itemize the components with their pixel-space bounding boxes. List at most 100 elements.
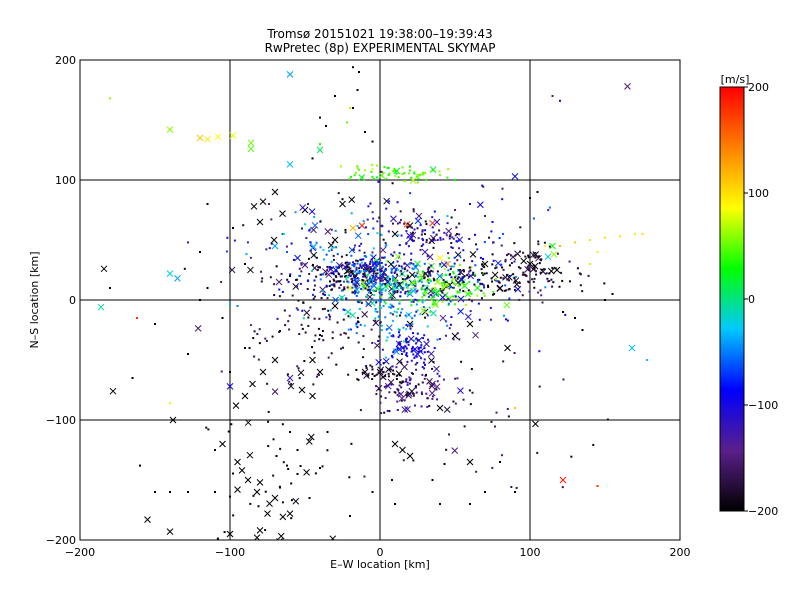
data-point	[301, 327, 304, 330]
data-point	[538, 262, 541, 265]
data-point-x	[401, 406, 409, 414]
data-point	[311, 270, 314, 273]
data-point	[311, 346, 314, 349]
data-point	[435, 233, 438, 236]
data-point-x	[436, 254, 444, 262]
data-point	[286, 251, 288, 253]
data-point-x	[253, 488, 261, 496]
data-point	[508, 274, 511, 277]
data-point-x	[511, 173, 519, 180]
data-point	[395, 378, 398, 381]
data-point	[394, 175, 397, 178]
data-point	[385, 243, 388, 246]
data-point	[500, 263, 503, 266]
data-point-x	[431, 299, 438, 306]
data-point	[548, 245, 551, 248]
data-point	[442, 279, 445, 282]
data-point	[498, 281, 501, 284]
data-point	[454, 234, 457, 237]
data-point	[355, 274, 358, 277]
data-point	[409, 263, 412, 266]
data-point	[396, 260, 399, 263]
data-point-x	[375, 274, 382, 282]
data-point	[422, 284, 425, 287]
data-point	[356, 259, 359, 262]
data-point	[335, 265, 338, 268]
data-point-x	[277, 532, 285, 540]
data-point	[376, 164, 378, 167]
data-point	[388, 391, 391, 394]
x-axis-label: E–W location [km]	[330, 558, 430, 571]
data-point	[371, 168, 374, 171]
data-point	[367, 205, 370, 208]
data-point	[407, 275, 410, 278]
data-point	[478, 278, 481, 281]
data-point-x	[466, 458, 474, 466]
data-point	[298, 274, 301, 277]
data-point	[362, 220, 365, 223]
y-tick-label: −200	[46, 534, 76, 547]
data-point	[486, 284, 489, 287]
data-point	[407, 343, 410, 346]
data-point	[319, 220, 322, 223]
data-point-x	[407, 335, 415, 343]
data-point	[384, 263, 387, 266]
data-point	[330, 288, 333, 291]
data-point	[381, 171, 384, 174]
data-point	[413, 172, 416, 175]
data-point	[294, 278, 297, 281]
data-point	[350, 254, 353, 257]
data-point	[495, 279, 498, 282]
data-point	[492, 259, 495, 262]
x-tick-label: −200	[65, 546, 95, 559]
data-point	[355, 266, 358, 269]
data-point	[394, 169, 396, 172]
chart-subtitle: RwPretec (8p) EXPERIMENTAL SKYMAP	[265, 41, 496, 55]
data-point	[498, 237, 501, 240]
data-point	[421, 171, 424, 174]
data-point	[433, 286, 436, 289]
data-point	[368, 270, 371, 273]
data-point	[456, 233, 459, 236]
data-point	[439, 264, 442, 267]
data-point-x	[372, 319, 380, 327]
data-point	[396, 201, 399, 204]
data-point	[431, 239, 434, 242]
data-point	[371, 297, 374, 300]
data-point	[311, 157, 314, 160]
data-point	[415, 290, 418, 293]
data-point	[364, 287, 367, 290]
data-point	[183, 267, 186, 270]
data-point-x	[234, 458, 241, 466]
data-point	[296, 278, 299, 281]
data-point	[459, 268, 462, 271]
data-point	[391, 372, 394, 375]
data-point	[475, 243, 478, 246]
data-point	[407, 293, 410, 296]
data-point	[420, 344, 423, 347]
data-point	[299, 565, 301, 567]
data-point	[376, 232, 379, 235]
data-point	[313, 317, 316, 320]
data-point	[559, 99, 561, 102]
x-tick-label: 100	[520, 546, 541, 559]
colorbar-tick-label: −100	[748, 399, 778, 412]
data-point-x	[371, 260, 379, 268]
data-point	[228, 302, 231, 305]
data-point-x	[310, 226, 317, 234]
data-point	[371, 378, 374, 381]
data-point	[446, 215, 449, 217]
data-point	[278, 486, 281, 489]
data-point	[456, 332, 459, 335]
data-point	[410, 226, 413, 229]
data-point	[453, 256, 456, 259]
data-point	[314, 472, 317, 475]
data-point	[478, 318, 481, 321]
data-point	[538, 385, 541, 388]
data-point	[404, 283, 407, 286]
data-point	[328, 249, 331, 252]
data-point	[379, 272, 382, 275]
data-point	[422, 243, 425, 246]
data-point-x	[353, 279, 361, 287]
data-point	[533, 277, 536, 280]
